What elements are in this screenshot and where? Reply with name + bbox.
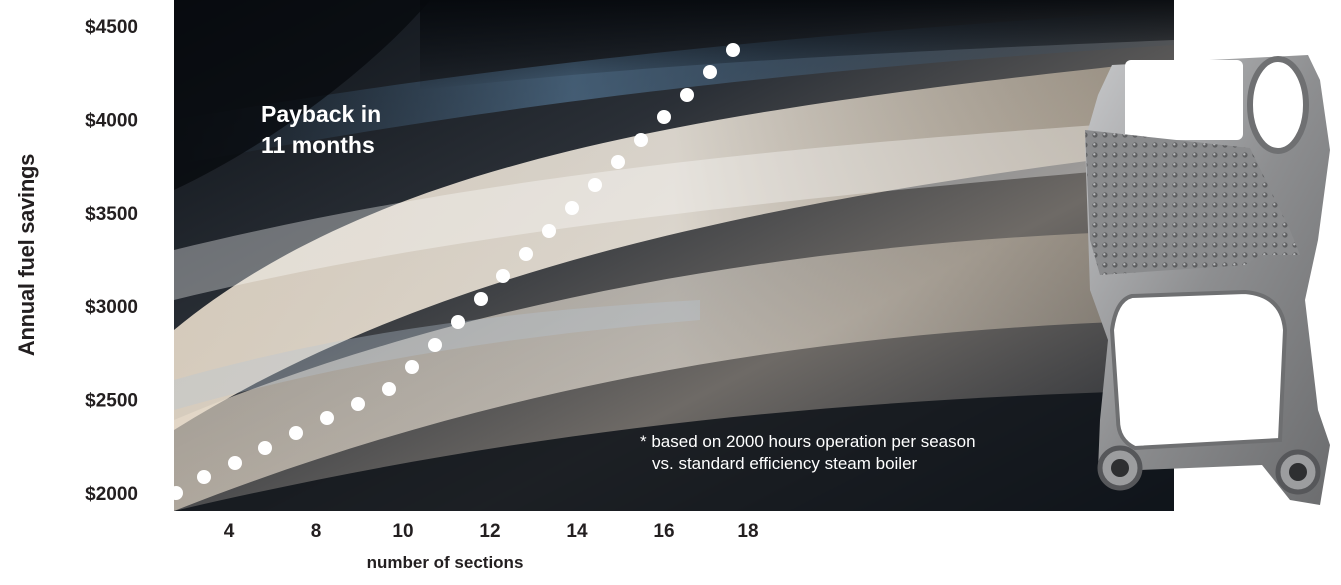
data-point: [451, 315, 465, 329]
data-point: [565, 201, 579, 215]
data-point: [657, 110, 671, 124]
data-point: [634, 133, 648, 147]
x-axis-label: number of sections: [366, 553, 524, 572]
y-axis-label-wrap: Annual fuel savings: [8, 110, 46, 400]
y-tick-label: $4500: [85, 17, 138, 38]
y-axis-label: Annual fuel savings: [14, 153, 39, 357]
data-point: [588, 178, 602, 192]
data-point: [474, 292, 488, 306]
x-tick-label: 16: [653, 521, 674, 542]
y-tick-label: $4000: [85, 110, 138, 131]
footnote-line-2: vs. standard efficiency steam boiler: [652, 454, 918, 473]
data-point: [289, 426, 303, 440]
x-tick-label: 18: [737, 521, 758, 542]
y-tick-label: $3500: [85, 204, 138, 225]
data-point: [405, 360, 419, 374]
data-point: [320, 411, 334, 425]
footnote: * based on 2000 hours operation per seas…: [640, 431, 976, 475]
x-tick-label: 14: [566, 521, 588, 542]
x-tick-label: 8: [311, 521, 322, 542]
data-point: [174, 486, 183, 500]
x-tick-label: 4: [224, 521, 235, 542]
x-tick-label: 10: [392, 521, 413, 542]
data-point: [258, 441, 272, 455]
data-point: [519, 247, 533, 261]
footnote-line-1: * based on 2000 hours operation per seas…: [640, 432, 976, 451]
data-point: [428, 338, 442, 352]
data-point: [542, 224, 556, 238]
data-point: [680, 88, 694, 102]
payback-line-2: 11 months: [261, 132, 375, 158]
y-tick-label: $2000: [85, 484, 138, 505]
x-tick-label: 12: [479, 521, 500, 542]
data-point: [351, 397, 365, 411]
boiler-section-image: [1085, 55, 1330, 505]
data-point: [496, 269, 510, 283]
data-point: [611, 155, 625, 169]
payback-line-1: Payback in: [261, 101, 382, 127]
backdrop: [174, 0, 1174, 511]
data-point: [228, 456, 242, 470]
y-tick-label: $2500: [85, 391, 138, 412]
data-point: [197, 470, 211, 484]
data-point: [703, 65, 717, 79]
data-point: [382, 382, 396, 396]
y-tick-label: $3000: [85, 297, 138, 318]
payback-annotation: Payback in 11 months: [261, 99, 381, 161]
data-point: [726, 43, 740, 57]
